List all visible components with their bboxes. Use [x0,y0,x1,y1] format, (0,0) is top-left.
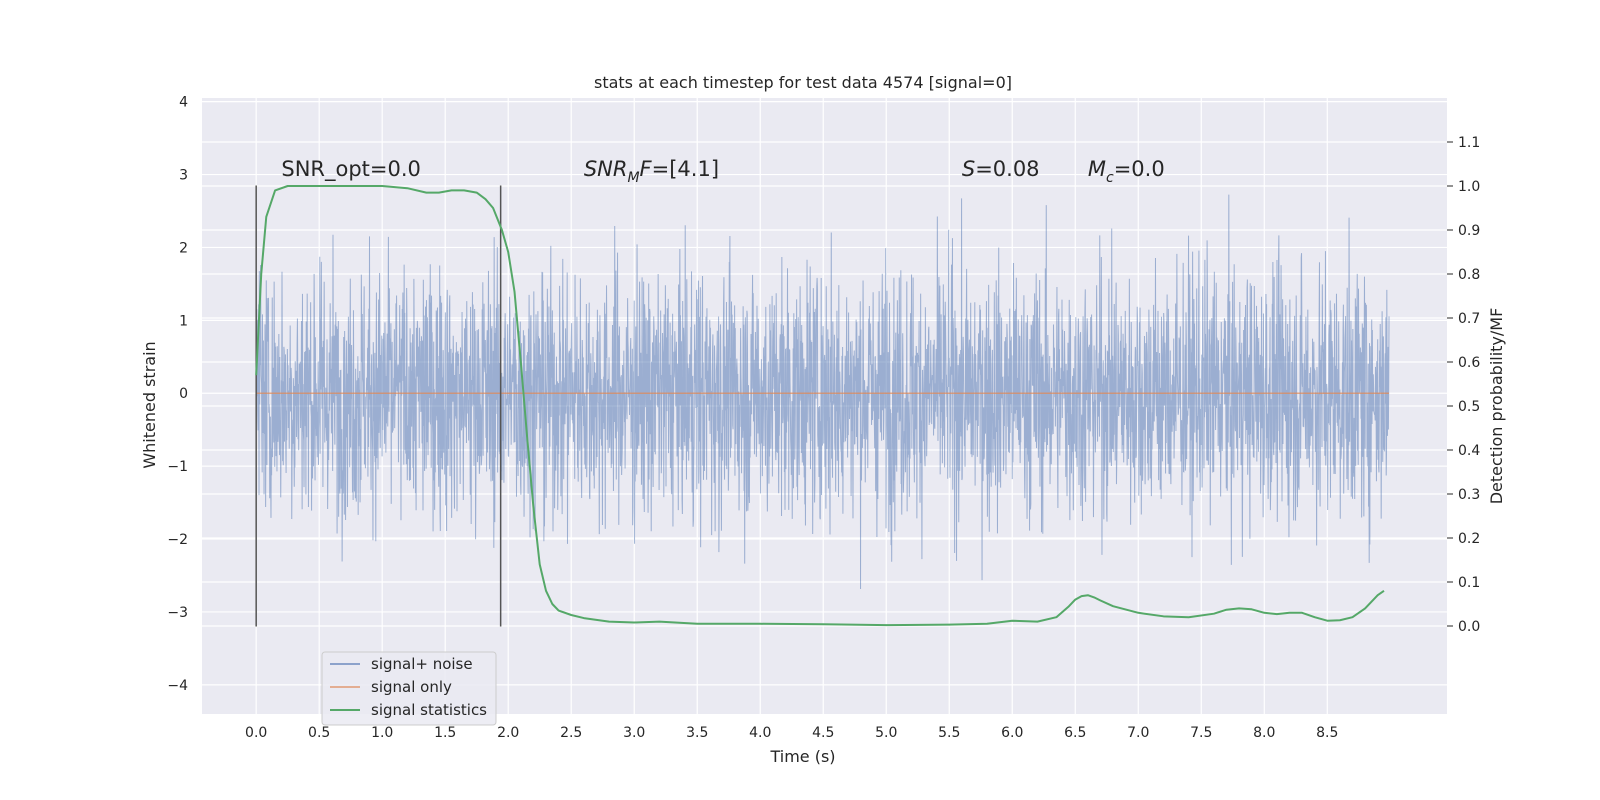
annotation-snr-mf-var: SNR [584,157,628,181]
chart-title: stats at each timestep for test data 457… [594,73,1012,92]
y-right-tick-label: 0.6 [1458,355,1480,371]
legend-label-signal-statistics: signal statistics [371,701,487,719]
y-right-tick-label: 1.1 [1458,135,1480,151]
y-right-tick-label: 0.0 [1458,619,1480,635]
legend-label-signal-only: signal only [371,678,452,696]
x-tick-label: 5.0 [875,725,897,741]
x-tick-label: 2.5 [560,725,582,741]
y-left-axis-label: Whitened strain [140,341,159,468]
annotation-s: S=0.08 [962,157,1040,181]
marker-lines [255,185,502,627]
annotation-snr-mf-tail: F [640,157,653,181]
x-tick-label: 8.0 [1253,725,1275,741]
x-tick-label: 7.0 [1127,725,1149,741]
x-tick-label: 3.5 [686,725,708,741]
y-right-tick-label: 0.3 [1458,487,1480,503]
y-left-tick-label: 3 [179,168,188,184]
y-left-tick-label: 2 [179,240,188,256]
y-left-tick-label: −1 [167,459,188,475]
legend-box [321,651,497,726]
y-right-tick-label: 0.4 [1458,443,1480,459]
x-tick-label: 2.0 [497,725,519,741]
x-tick-label: 0.0 [245,725,267,741]
x-tick-label: 1.0 [371,725,393,741]
y-left-axis-ticks: −4 −3 −2 −1 0 1 2 3 4 [167,95,188,694]
x-tick-label: 7.5 [1190,725,1212,741]
annotation-mc-var: M [1088,157,1106,181]
series-signal-noise-path [255,194,1390,590]
y-right-tick-label: 0.1 [1458,575,1480,591]
y-left-tick-label: −2 [167,532,188,548]
y-right-axis-ticks: 0.0 0.1 0.2 0.3 0.4 0.5 0.6 0.7 0.8 0.9 1.0 1.1 [1447,135,1480,635]
y-left-tick-label: −3 [167,605,188,621]
x-tick-label: 6.5 [1064,725,1086,741]
x-tick-label: 8.5 [1316,725,1338,741]
y-right-tick-label: 0.2 [1458,531,1480,547]
x-tick-label: 5.5 [938,725,960,741]
annotation-snr-opt: SNR_opt=0.0 [281,157,421,182]
x-tick-label: 1.5 [434,725,456,741]
y-left-tick-label: −4 [167,678,188,694]
y-left-tick-label: 4 [179,95,188,111]
y-right-tick-label: 0.8 [1458,267,1480,283]
annotation-mc: Mc=0.0 [1088,157,1165,186]
y-right-tick-label: 1.0 [1458,179,1480,195]
y-right-tick-label: 0.7 [1458,311,1480,327]
annotation-mc-sub: c [1106,170,1114,186]
x-axis-label: Time (s) [769,747,835,766]
legend-label-signal-noise: signal+ noise [371,655,473,673]
annotation-snr-mf-sub: M [627,170,639,186]
annotation-snr-mf-value: =[4.1] [652,157,719,181]
y-right-axis-label: Detection probability/MF [1487,308,1506,505]
y-left-tick-label: 1 [179,313,188,329]
annotation-mc-value: =0.0 [1114,157,1165,181]
y-right-tick-label: 0.5 [1458,399,1480,415]
y-left-tick-label: 0 [179,386,188,402]
annotation-s-var: S [962,157,975,181]
x-tick-label: 4.0 [749,725,771,741]
x-tick-label: 6.0 [1001,725,1023,741]
x-tick-label: 0.5 [308,725,330,741]
legend: signal+ noise signal only signal statist… [321,651,497,726]
series-signal-noise [255,194,1390,590]
annotation-snr-mf: SNRMF=[4.1] [584,157,719,186]
x-tick-label: 4.5 [812,725,834,741]
y-right-tick-label: 0.9 [1458,223,1480,239]
x-axis-ticks: 0.0 0.5 1.0 1.5 2.0 2.5 3.0 3.5 4.0 4.5 5.0 5.5 6.0 6… [245,725,1338,741]
x-tick-label: 3.0 [623,725,645,741]
annotation-s-value: =0.08 [975,157,1039,181]
series-signal-statistics [255,185,1385,627]
